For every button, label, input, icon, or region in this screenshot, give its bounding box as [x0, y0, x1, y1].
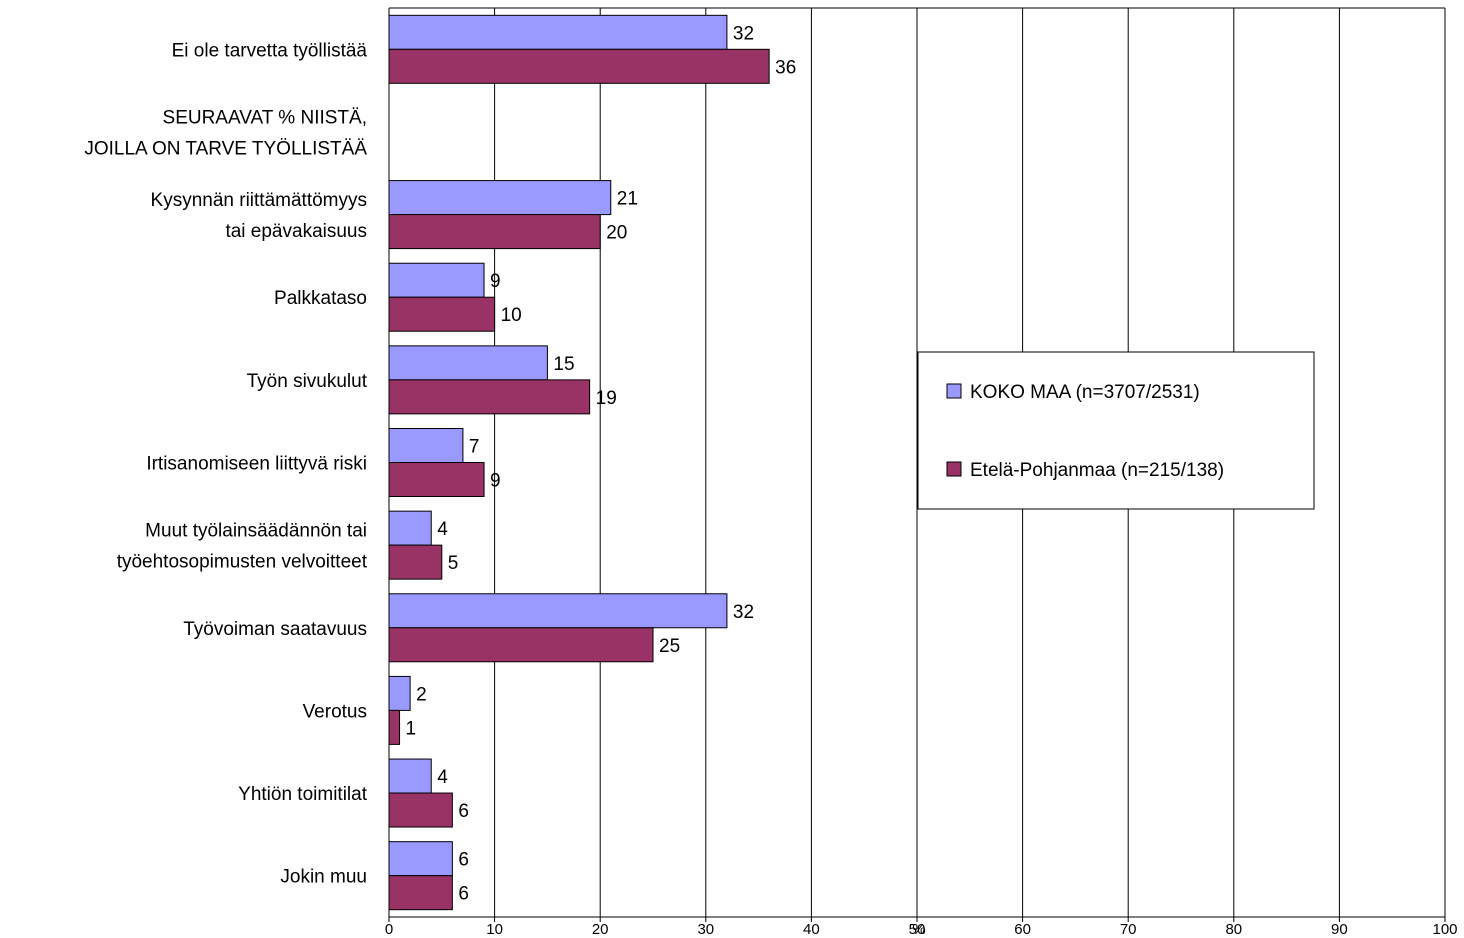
x-tick-label: 70 [1120, 921, 1137, 938]
data-label: 15 [553, 354, 574, 375]
category-label: Työvoiman saatavuus [183, 619, 367, 640]
category-label: Irtisanomiseen liittyvä riski [146, 454, 367, 475]
x-tick-label: 60 [1014, 921, 1031, 938]
data-label: 4 [437, 767, 448, 788]
bar-etela-pohjanmaa [388, 627, 654, 663]
x-tick-label: 0 [385, 921, 393, 938]
x-tick-label: 80 [1225, 921, 1242, 938]
data-label: 20 [606, 223, 627, 244]
x-tick-label: 20 [592, 921, 609, 938]
legend-label: Etelä-Pohjanmaa (n=215/138) [970, 460, 1224, 481]
data-label: 9 [490, 271, 501, 292]
data-label: 6 [458, 850, 469, 871]
x-axis-label: % [912, 921, 925, 938]
category-label: Jokin muu [280, 867, 367, 888]
data-label: 25 [659, 636, 680, 657]
x-tick-label: 100 [1432, 921, 1457, 938]
data-label: 2 [416, 684, 427, 705]
category-label: Työn sivukulut [247, 371, 368, 392]
bar-etela-pohjanmaa [388, 379, 591, 415]
category-label: Palkkataso [274, 288, 367, 309]
legend-box [917, 351, 1315, 510]
category-label: Muut työlainsäädännön tai työehtosopimust… [117, 521, 368, 573]
category-label: Yhtiön toimitilat [238, 784, 368, 805]
data-label: 10 [501, 305, 522, 326]
legend: KOKO MAA (n=3707/2531) Etelä-Pohjanmaa (n… [917, 351, 1315, 510]
x-tick-label: 10 [486, 921, 503, 938]
category-labels: Ei ole tarvetta työllistää SEURAAVAT % NI… [84, 40, 367, 887]
bars [388, 14, 770, 911]
x-tick-label: 50 [909, 921, 926, 938]
bar-koko-maa [388, 14, 728, 50]
bar-etela-pohjanmaa [388, 48, 770, 84]
bar-etela-pohjanmaa [388, 214, 601, 250]
data-label: 7 [469, 437, 480, 458]
data-label: 36 [775, 57, 796, 78]
data-label: 1 [406, 718, 417, 739]
category-label: SEURAAVAT % NIISTÄ, JOILLA ON TARVE TYÖLL… [84, 107, 367, 159]
bar-koko-maa [388, 345, 548, 381]
legend-swatch [946, 383, 962, 399]
bar-koko-maa [388, 758, 432, 794]
category-label: Kysynnän riittämättömyys tai epävakaisuus [151, 190, 367, 242]
bar-koko-maa [388, 428, 464, 463]
data-label: 32 [733, 23, 754, 44]
bar-koko-maa [388, 675, 411, 711]
x-tick-label: 40 [803, 921, 820, 938]
data-label: 32 [733, 602, 754, 623]
category-label: Verotus [303, 701, 367, 722]
data-label: 9 [490, 471, 501, 492]
gridlines [388, 7, 1446, 922]
data-label: 6 [458, 801, 469, 822]
data-label: 4 [437, 519, 448, 540]
legend-label: KOKO MAA (n=3707/2531) [970, 382, 1200, 403]
bar-koko-maa [388, 262, 485, 298]
legend-swatch [946, 461, 962, 477]
data-label: 6 [458, 884, 469, 905]
data-label: 19 [596, 388, 617, 409]
bar-etela-pohjanmaa [388, 462, 485, 497]
bar-etela-pohjanmaa [388, 792, 453, 828]
data-label: 5 [448, 553, 459, 574]
data-label: 21 [617, 189, 638, 210]
bar-koko-maa [388, 180, 612, 216]
bar-etela-pohjanmaa [388, 875, 453, 911]
category-label: Ei ole tarvetta työllistää [172, 40, 368, 61]
bar-koko-maa [388, 593, 728, 629]
bar-etela-pohjanmaa [388, 296, 496, 332]
bar-koko-maa [388, 510, 432, 546]
bar-koko-maa [388, 841, 453, 877]
bar-etela-pohjanmaa [388, 544, 443, 580]
x-tick-label: 90 [1331, 921, 1348, 938]
bar-etela-pohjanmaa [388, 709, 401, 745]
x-tick-label: 30 [697, 921, 714, 938]
x-tick-labels: 0 10 20 30 40 50 60 70 80 90 100 [385, 921, 1458, 938]
